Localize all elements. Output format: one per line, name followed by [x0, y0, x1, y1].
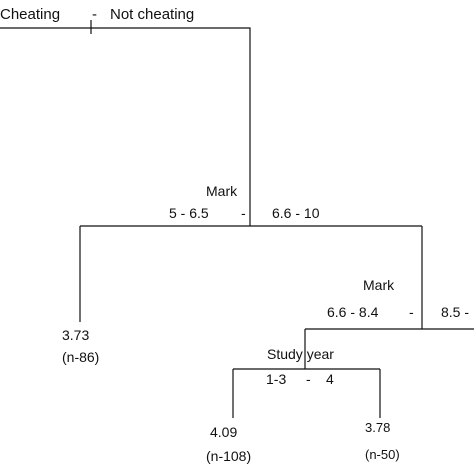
mark1-left-branch: 5 - 6.5 [169, 205, 209, 221]
edge-root-right [90, 27, 251, 226]
leaf-year-4: 3.78 (n-50) [365, 420, 400, 462]
mark2-left-branch: 6.6 - 8.4 [327, 304, 379, 320]
leaf-low-mark: 3.73 (n-86) [62, 327, 99, 365]
root-left-label: Cheating [0, 6, 60, 23]
leaf-low-mark-value: 3.73 [62, 327, 89, 343]
studyyear-separator: - [306, 371, 311, 387]
mark1-separator: - [241, 205, 246, 221]
leaf-year-4-value: 3.78 [365, 420, 390, 435]
leaf-year-1-3-count: (n-108) [206, 448, 251, 464]
mark1-right-branch: 6.6 - 10 [272, 205, 320, 221]
root-separator: - [92, 6, 97, 23]
mark-split-1: Mark 5 - 6.5 - 6.6 - 10 [169, 183, 320, 221]
mark1-variable-label: Mark [206, 183, 238, 199]
leaf-year-1-3: 4.09 (n-108) [206, 424, 251, 464]
leaf-low-mark-count: (n-86) [62, 349, 99, 365]
mark2-separator: - [409, 304, 414, 320]
studyyear-left-branch: 1-3 [266, 371, 286, 387]
study-year-split: Study year 1-3 - 4 [266, 346, 334, 387]
mark2-right-branch: 8.5 - [441, 304, 469, 320]
leaf-year-4-count: (n-50) [365, 447, 400, 462]
studyyear-variable-label: Study year [267, 346, 334, 362]
mark-split-2: Mark 6.6 - 8.4 - 8.5 - [327, 277, 469, 320]
studyyear-right-branch: 4 [326, 371, 334, 387]
root-right-label: Not cheating [110, 6, 194, 23]
root-split: Cheating - Not cheating [0, 6, 194, 23]
mark2-variable-label: Mark [363, 277, 395, 293]
leaf-year-1-3-value: 4.09 [210, 424, 237, 440]
tree-edges [0, 20, 474, 418]
